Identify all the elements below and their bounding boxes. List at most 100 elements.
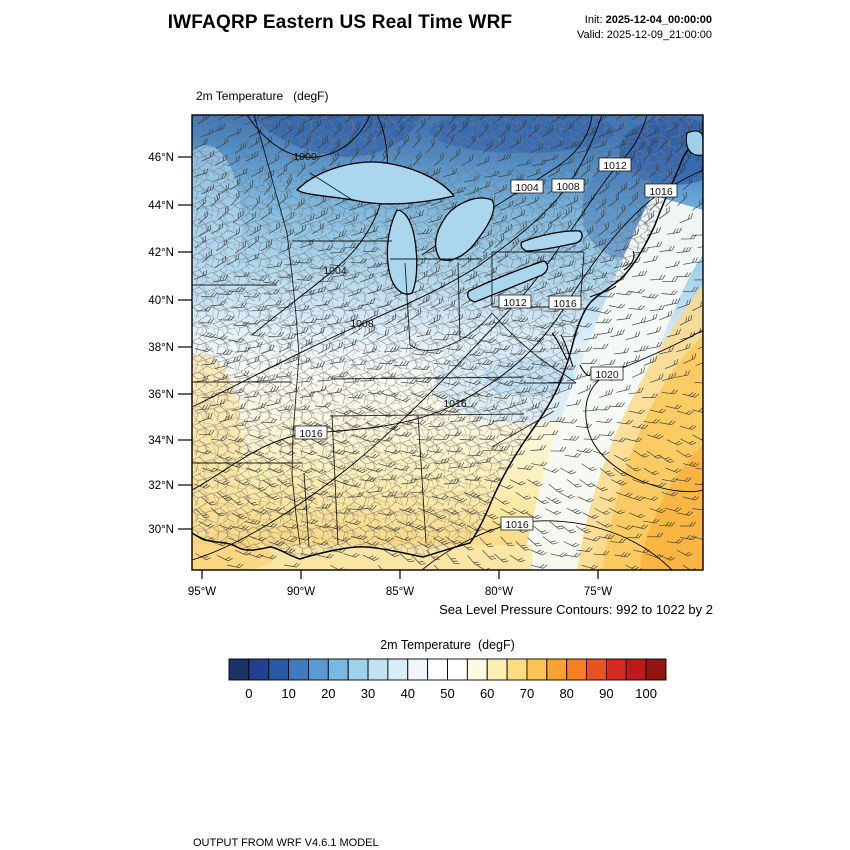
wind-barb-glyph xyxy=(517,464,534,470)
wind-barb xyxy=(515,283,529,294)
wind-barb xyxy=(400,449,417,454)
wind-barb xyxy=(682,495,700,501)
wind-barb xyxy=(235,141,247,154)
wind-barb xyxy=(531,461,548,467)
wind-barb xyxy=(543,467,560,473)
wind-barb xyxy=(583,536,600,542)
wind-barb-glyph xyxy=(509,350,526,355)
wind-barb-glyph xyxy=(512,398,528,407)
wind-barb xyxy=(649,304,665,312)
wind-barb-glyph xyxy=(515,387,532,393)
wind-barb-glyph xyxy=(494,394,511,400)
wind-barb-glyph xyxy=(227,155,240,167)
wind-barb xyxy=(329,152,339,167)
wind-barb-glyph xyxy=(433,152,444,167)
wind-barb-glyph xyxy=(542,430,559,436)
wind-barb xyxy=(198,318,215,324)
wind-barb-glyph xyxy=(583,225,594,240)
wind-barb xyxy=(427,115,436,120)
wind-barb-glyph xyxy=(334,301,350,309)
wind-barb-glyph xyxy=(260,239,273,252)
wind-barb xyxy=(433,123,444,138)
wind-barb xyxy=(450,496,467,503)
wind-barb xyxy=(692,434,703,442)
wind-barb xyxy=(533,386,549,395)
wind-barb xyxy=(516,335,533,340)
wind-barb xyxy=(344,482,362,488)
wind-barb-glyph xyxy=(643,115,656,125)
colorbar-cell xyxy=(526,658,548,681)
wind-barb xyxy=(199,224,212,237)
wind-barb-glyph xyxy=(227,227,240,240)
wind-barb-glyph xyxy=(631,209,642,224)
wind-barb-glyph xyxy=(411,554,426,565)
colorbar-cell xyxy=(307,658,329,681)
wind-barb xyxy=(559,286,574,294)
wind-barb-glyph xyxy=(643,468,660,475)
wind-barb xyxy=(459,118,469,133)
wind-barb-glyph xyxy=(515,492,532,500)
wind-barb-glyph xyxy=(631,423,649,430)
wind-barb xyxy=(467,351,484,357)
wind-barb-glyph xyxy=(247,450,264,456)
wind-barb xyxy=(360,405,377,412)
wind-barb xyxy=(333,328,345,341)
wind-barb xyxy=(266,192,276,207)
wind-barb xyxy=(515,387,532,393)
wind-barb-glyph xyxy=(662,372,677,382)
wind-barb xyxy=(527,537,543,547)
wind-barb-glyph xyxy=(244,211,256,225)
wind-barb xyxy=(676,137,685,153)
wind-barb-glyph xyxy=(329,449,347,455)
wind-barb-glyph xyxy=(649,163,660,178)
wind-barb xyxy=(243,497,259,506)
wind-barb-glyph xyxy=(247,235,259,249)
wind-barb-glyph xyxy=(531,159,547,167)
contour-label-box xyxy=(498,294,532,309)
pressure-contour-label: 1004 xyxy=(515,182,539,194)
wind-barb-glyph xyxy=(643,313,658,323)
wind-barb xyxy=(413,150,422,166)
wind-barb-glyph xyxy=(426,138,436,154)
wind-barb xyxy=(428,422,445,427)
wind-barb xyxy=(628,409,646,414)
wind-barb xyxy=(395,324,409,335)
wind-barb xyxy=(232,321,249,327)
wind-barb-glyph xyxy=(583,306,600,312)
wind-barb xyxy=(401,378,418,384)
wind-barb xyxy=(549,115,561,125)
wind-barb xyxy=(566,479,582,488)
wind-barb-glyph xyxy=(530,563,548,569)
wind-barb-glyph xyxy=(559,383,573,393)
wind-barb xyxy=(649,163,660,178)
wind-barb-glyph xyxy=(213,373,228,382)
wind-barb-glyph xyxy=(561,205,572,220)
wind-barb xyxy=(276,371,293,378)
wind-barb xyxy=(595,197,606,211)
wind-barb xyxy=(484,170,500,178)
wind-barb-glyph xyxy=(582,512,599,519)
wind-barb xyxy=(579,479,595,488)
wind-barb-glyph xyxy=(367,285,382,295)
wind-barb-glyph xyxy=(531,461,548,467)
lon-tick-label: 75°W xyxy=(584,586,612,598)
wind-barb xyxy=(293,536,311,541)
wind-barb xyxy=(596,418,613,423)
wind-barb xyxy=(348,303,364,312)
wind-barb-glyph xyxy=(301,421,318,427)
wind-barb-glyph xyxy=(400,449,417,454)
wind-barb xyxy=(268,540,285,546)
init-time: Init: 2025-12-04_00:00:00 xyxy=(584,14,712,26)
wind-barb-glyph xyxy=(296,376,313,383)
wind-barb xyxy=(201,150,215,162)
wind-barb-glyph xyxy=(310,361,325,370)
wind-barb-glyph xyxy=(643,210,655,224)
wind-barb-glyph xyxy=(581,463,597,471)
wind-barb-glyph xyxy=(194,235,206,249)
wind-barb xyxy=(564,452,582,458)
wind-barb-glyph xyxy=(625,127,640,138)
wind-barb xyxy=(694,275,703,281)
wind-barb-glyph xyxy=(494,345,511,350)
wind-barb xyxy=(593,450,610,456)
